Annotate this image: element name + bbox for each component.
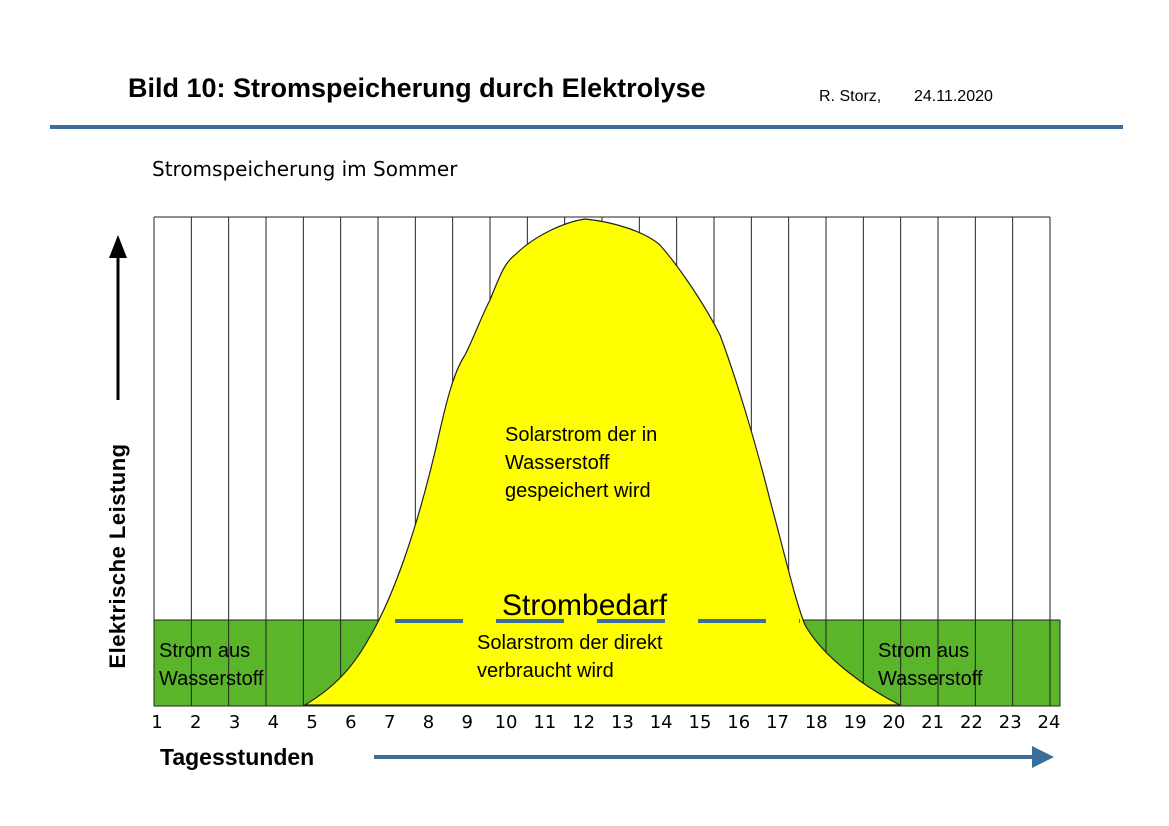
label-hydrogen-left: Strom aus Wasserstoff — [159, 640, 264, 690]
hour-tick-13: 13 — [610, 712, 634, 733]
hour-tick-3: 3 — [228, 712, 241, 733]
page-title: Bild 10: Stromspeicherung durch Elektrol… — [128, 73, 706, 103]
y-axis-arrow-head-icon — [109, 235, 127, 258]
hour-tick-8: 8 — [422, 712, 435, 733]
label-stored-solar: Solarstrom der in Wasserstoff gespeicher… — [505, 424, 658, 502]
hour-tick-15: 15 — [688, 712, 712, 733]
x-axis-arrow-head-icon — [1032, 746, 1054, 768]
hour-tick-10: 10 — [494, 712, 518, 733]
hour-tick-19: 19 — [843, 712, 867, 733]
hour-tick-9: 9 — [461, 712, 473, 733]
hour-tick-labels: 1 2 3 4 5 6 7 8 9 10 11 12 13 14 15 16 17 18 19 20 21 22 23 24 — [0, 712, 1169, 738]
hour-tick-2: 2 — [190, 712, 202, 733]
hour-tick-12: 12 — [572, 712, 596, 733]
hour-tick-22: 22 — [959, 712, 983, 733]
hour-tick-11: 11 — [533, 712, 557, 733]
date-label: 24.11.2020 — [914, 88, 993, 105]
author-name: R. Storz, — [819, 88, 882, 105]
diagram-subtitle: Stromspeicherung im Sommer — [152, 157, 458, 181]
y-axis-label: Elektrische Leistung — [105, 443, 130, 669]
hour-tick-21: 21 — [921, 712, 945, 733]
hour-tick-6: 6 — [345, 712, 357, 733]
solar-curve — [302, 218, 901, 706]
hour-tick-5: 5 — [306, 712, 318, 733]
hour-tick-7: 7 — [383, 712, 396, 733]
label-hydrogen-right: Strom aus Wasserstoff — [878, 640, 983, 690]
header-divider — [50, 125, 1123, 129]
hour-tick-20: 20 — [882, 712, 906, 733]
hour-tick-14: 14 — [649, 712, 673, 733]
hour-tick-4: 4 — [267, 712, 280, 733]
hour-tick-17: 17 — [766, 712, 789, 733]
hour-tick-18: 18 — [804, 712, 828, 733]
hour-tick-24: 24 — [1037, 712, 1061, 733]
hour-tick-1: 1 — [151, 712, 163, 733]
label-direct-solar: Solarstrom der direkt verbraucht wird — [477, 632, 663, 682]
x-axis-label: Tagesstunden — [160, 744, 315, 770]
hour-tick-23: 23 — [998, 712, 1022, 733]
label-demand: Strombedarf — [502, 589, 668, 622]
hour-tick-16: 16 — [727, 712, 751, 733]
